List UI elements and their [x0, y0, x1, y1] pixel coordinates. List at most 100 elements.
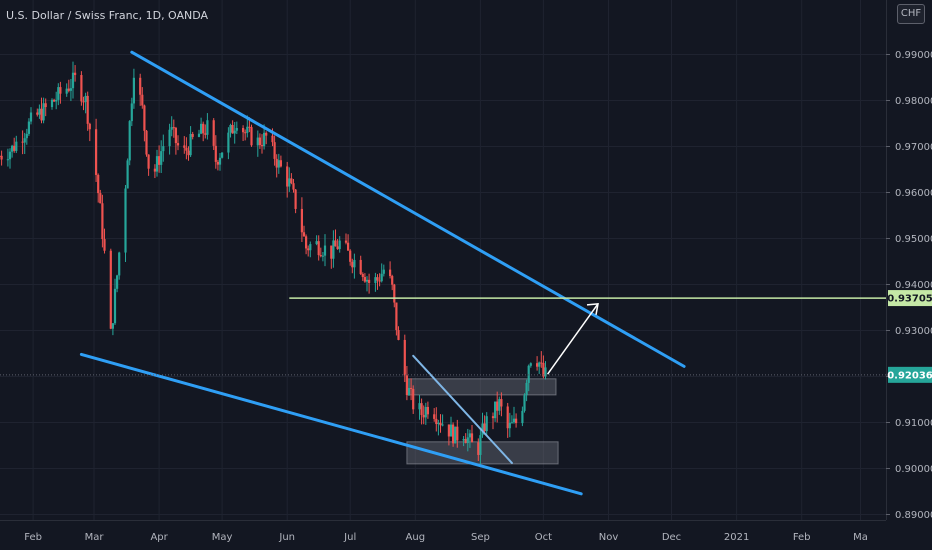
candle-body [82, 101, 85, 103]
candle [441, 414, 444, 427]
candle-body [422, 414, 425, 418]
candle [498, 396, 501, 415]
candle-body [216, 161, 219, 165]
projection-arrow[interactable] [546, 302, 599, 375]
candle-body [359, 259, 362, 275]
candle-body [477, 442, 480, 455]
candle [481, 412, 484, 438]
candle [170, 116, 173, 137]
currency-button[interactable]: CHF [897, 4, 925, 24]
candle [454, 426, 457, 444]
candle [491, 412, 495, 430]
trendline[interactable] [412, 354, 513, 464]
x-tick-label: Aug [406, 532, 426, 543]
candle-body [229, 124, 232, 133]
candle-body [214, 145, 217, 162]
candle-body [336, 246, 339, 250]
candle-body [57, 87, 60, 100]
candle [231, 120, 234, 134]
candle-body [174, 127, 177, 144]
candle-body [55, 99, 58, 102]
candle [55, 91, 58, 110]
arrow-shaft [546, 303, 599, 375]
candle [336, 238, 339, 250]
candle [468, 429, 471, 448]
candle [332, 230, 335, 268]
candle [200, 117, 203, 135]
candle [250, 124, 253, 147]
candle-body [277, 160, 280, 168]
candle-body [420, 403, 423, 415]
candle-body [424, 406, 427, 418]
candle-body [126, 160, 129, 189]
candle-body [183, 145, 186, 148]
candle [204, 124, 207, 139]
candle [536, 356, 539, 371]
candle [143, 104, 146, 142]
trendlines [79, 50, 686, 496]
candle-body [155, 156, 159, 172]
candle-body [338, 240, 341, 250]
candle-body [263, 132, 266, 147]
candle [391, 274, 394, 291]
time-axis[interactable]: Feb Mar Apr May Jun Jul Aug Sep Oct Nov Dec 2021 Feb… [24, 532, 868, 543]
candle [361, 272, 364, 281]
candle [265, 131, 268, 145]
trendline[interactable] [79, 352, 583, 496]
candle [494, 401, 497, 422]
last-price-badge-bg [888, 366, 932, 383]
x-tick-label: Oct [535, 532, 552, 543]
candle [464, 433, 467, 444]
candle-body [80, 75, 83, 102]
candle [145, 129, 148, 157]
candle-body [101, 203, 104, 240]
demand-zone[interactable] [406, 441, 559, 465]
chart-grid [0, 0, 886, 520]
candle-body [506, 406, 509, 429]
chart-title: U.S. Dollar / Swiss Franc, 1D, OANDA [6, 9, 209, 22]
candle [202, 121, 205, 142]
candle [36, 108, 39, 117]
candle-body [27, 121, 30, 134]
candle-body [116, 275, 119, 289]
candle-body [508, 422, 511, 429]
candle-body [515, 418, 518, 424]
candle [359, 255, 362, 276]
candle-body [204, 133, 207, 135]
candle [189, 126, 192, 158]
candle-body [109, 250, 112, 329]
candle-body [330, 245, 333, 259]
x-tick-label: Apr [150, 532, 168, 543]
candle-body [418, 403, 421, 410]
candle [389, 261, 392, 279]
candle-body [187, 150, 190, 156]
candle [378, 273, 381, 287]
candle [349, 249, 352, 266]
candle-body [0, 155, 3, 160]
candle [233, 121, 236, 144]
candle-body [300, 208, 303, 233]
candle [544, 361, 547, 380]
candle [470, 424, 474, 443]
demand-zone[interactable] [406, 378, 557, 396]
candle [82, 96, 85, 111]
candle-body [170, 127, 173, 130]
candle [525, 379, 528, 402]
candle-body [468, 433, 471, 438]
candle-body [65, 88, 68, 94]
demand-zones [406, 378, 559, 465]
candle [132, 68, 135, 109]
candle-body [246, 126, 249, 133]
trendline[interactable] [130, 50, 686, 368]
candle-body [130, 103, 133, 122]
candle [103, 228, 106, 254]
candle [351, 258, 354, 274]
candle-body [153, 168, 156, 172]
candle [139, 73, 142, 106]
candle-body [29, 112, 33, 122]
candle-body [437, 422, 440, 425]
candle-body [494, 401, 497, 419]
